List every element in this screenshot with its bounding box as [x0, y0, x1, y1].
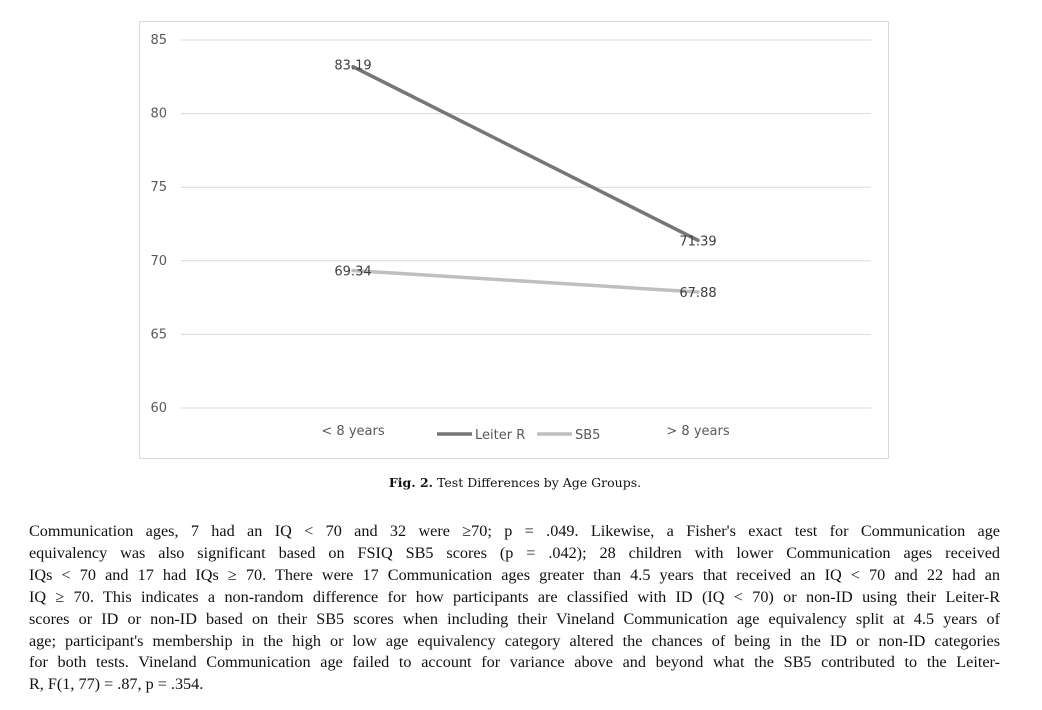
body-line: IQ ≥ 70. This indicates a non-random dif…	[29, 587, 1000, 606]
series-line-sb5	[351, 268, 700, 294]
body-line: R, F(1, 77) = .87, p = .354.	[29, 675, 204, 694]
legend-label: Leiter R	[475, 428, 525, 443]
y-tick-label: 85	[150, 33, 167, 48]
body-paragraph: Communication ages, 7 had an IQ < 70 and…	[29, 521, 1000, 696]
series-lines	[351, 64, 700, 294]
figure-caption: Fig. 2. Test Differences by Age Groups.	[0, 475, 1030, 490]
y-tick-label: 70	[150, 254, 167, 269]
x-category-label: < 8 years	[321, 424, 384, 439]
body-line: equivalency was also significant based o…	[29, 543, 1000, 562]
x-axis-categories: < 8 years > 8 years	[321, 424, 729, 439]
x-category-label: > 8 years	[666, 424, 729, 439]
data-label: 71.39	[679, 234, 716, 249]
y-tick-label: 65	[150, 327, 167, 342]
y-tick-label: 75	[150, 180, 167, 195]
caption-text: Test Differences by Age Groups.	[437, 475, 642, 490]
data-label: 69.34	[334, 265, 371, 280]
y-axis-ticks: 60 65 70 75 80 85	[150, 33, 167, 416]
legend-label: SB5	[575, 428, 600, 443]
gridlines	[181, 39, 871, 409]
body-line: for both tests. Vineland Communication a…	[29, 653, 1000, 672]
y-tick-label: 80	[150, 107, 167, 122]
body-line: Communication ages, 7 had an IQ < 70 and…	[29, 522, 1000, 540]
body-line: age; participant's membership in the hig…	[29, 631, 1000, 650]
y-tick-label: 60	[150, 401, 167, 416]
line-chart: 60 65 70 75 80 85 < 8 years > 8 years 83.19 71.…	[150, 33, 871, 443]
data-label: 67.88	[679, 286, 716, 301]
chart-frame	[139, 21, 889, 459]
series-line-leiter-r	[351, 64, 700, 243]
legend: Leiter R SB5	[437, 428, 600, 443]
caption-label: Fig. 2.	[388, 475, 434, 490]
data-label: 83.19	[334, 59, 371, 74]
body-line: scores or ID or non-ID based on their SB…	[29, 609, 1000, 628]
body-line: IQs < 70 and 17 had IQs ≥ 70. There were…	[29, 565, 1000, 584]
data-labels: 83.19 71.39 69.34 67.88	[334, 59, 716, 301]
